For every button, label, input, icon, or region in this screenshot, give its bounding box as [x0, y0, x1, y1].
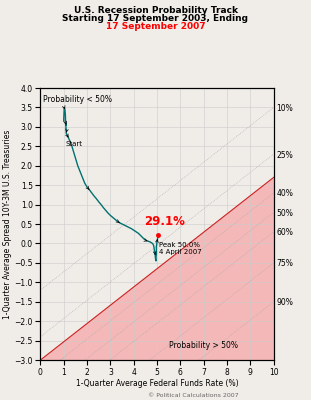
Text: Peak 50.0%
4 April 2007: Peak 50.0% 4 April 2007: [159, 242, 202, 255]
Text: 17 September 2007: 17 September 2007: [106, 22, 205, 32]
Text: Probability > 50%: Probability > 50%: [169, 341, 238, 350]
Text: 29.1%: 29.1%: [144, 215, 185, 228]
Text: © Political Calculations 2007: © Political Calculations 2007: [147, 393, 238, 398]
Text: U.S. Recession Probability Track: U.S. Recession Probability Track: [73, 6, 238, 15]
Text: Probability < 50%: Probability < 50%: [43, 95, 112, 104]
Text: Starting 17 September 2003, Ending: Starting 17 September 2003, Ending: [63, 14, 248, 23]
X-axis label: 1-Quarter Average Federal Funds Rate (%): 1-Quarter Average Federal Funds Rate (%): [76, 380, 238, 388]
Y-axis label: 1-Quarter Average Spread 10Y-3M U.S. Treasuries: 1-Quarter Average Spread 10Y-3M U.S. Tre…: [2, 129, 12, 319]
Text: Start: Start: [66, 140, 83, 146]
